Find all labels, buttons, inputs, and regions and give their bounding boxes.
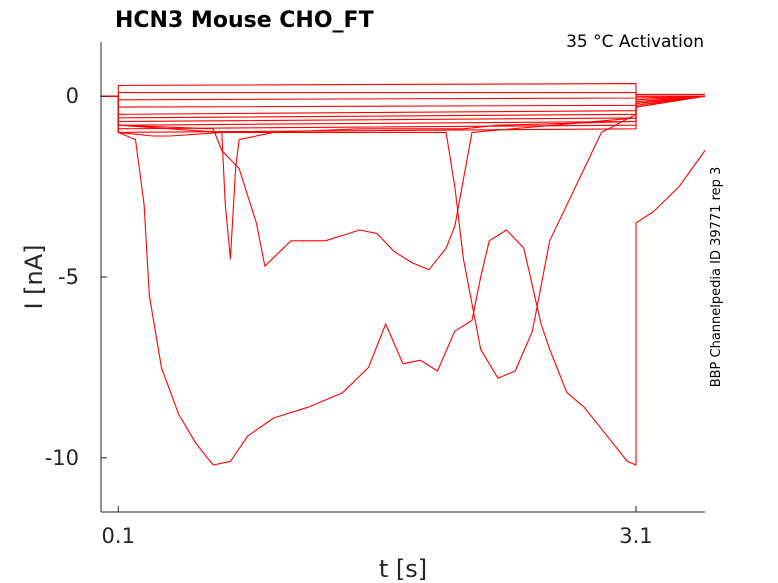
current-trace-12: [101, 95, 706, 271]
y-tick-label: -5: [58, 265, 79, 289]
x-tick-group: 0.1 3.1: [102, 506, 653, 548]
current-trace-14: [101, 95, 706, 466]
current-trace-13: [101, 95, 706, 379]
temperature-annotation: 35 °C Activation: [566, 32, 704, 52]
chart-title: HCN3 Mouse CHO_FT: [115, 8, 374, 33]
channelpedia-id-label: BBP Channelpedia ID 39771 rep 3: [709, 167, 724, 388]
y-tick-group: 0 -5 -10: [45, 84, 107, 470]
y-tick-label: -10: [45, 446, 79, 470]
current-trace-3: [101, 93, 705, 101]
current-trace-1: [101, 83, 705, 97]
current-trace-11: [101, 95, 706, 260]
x-tick-label: 0.1: [102, 524, 135, 548]
y-tick-label: 0: [66, 84, 79, 108]
y-axis-label: I [nA]: [20, 244, 48, 309]
trace-group: [101, 83, 706, 466]
x-tick-label: 3.1: [619, 524, 652, 548]
x-axis-label: t [s]: [379, 555, 427, 583]
current-trace-2: [101, 92, 705, 97]
